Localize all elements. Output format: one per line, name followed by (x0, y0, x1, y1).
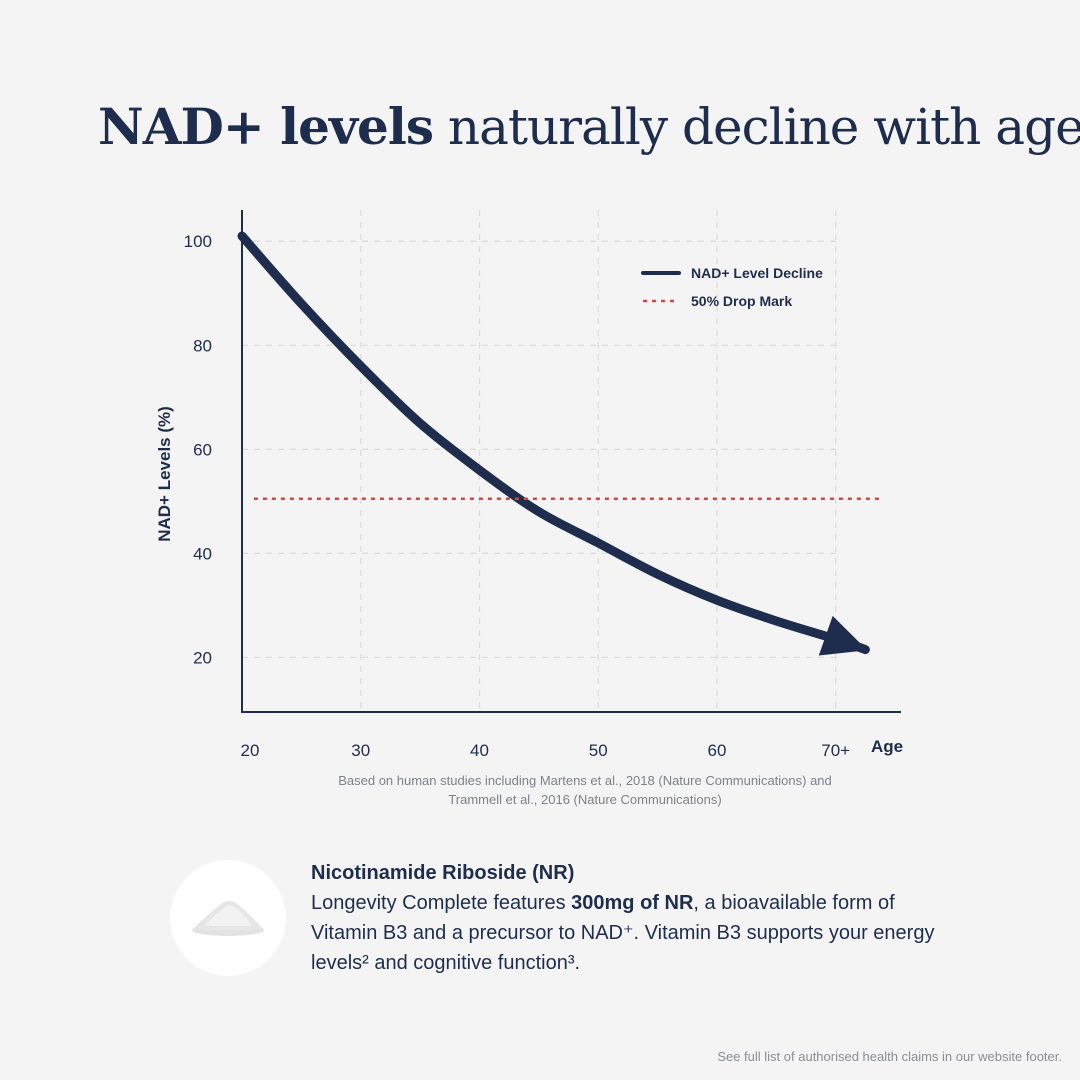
x-tick-label: 20 (241, 741, 260, 760)
y-tick-label: 80 (193, 336, 212, 355)
nr-powder-image (170, 860, 286, 976)
y-tick-label: 40 (193, 544, 212, 563)
x-axis-label: Age (871, 737, 903, 756)
page-title: NAD+ levels naturally decline with age (98, 92, 1080, 162)
product-text-before: Longevity Complete features (311, 892, 572, 914)
legend-label: NAD+ Level Decline (691, 265, 823, 281)
x-tick-label: 60 (707, 741, 726, 760)
product-title: Nicotinamide Riboside (NR) (311, 862, 575, 884)
y-tick-label: 20 (193, 648, 212, 667)
y-tick-label: 60 (193, 440, 212, 459)
headline-bold: NAD+ levels (98, 97, 434, 156)
x-tick-label: 40 (470, 741, 489, 760)
series-line-nad-decline (237, 231, 870, 656)
y-tick-label: 100 (184, 232, 212, 251)
product-description: Nicotinamide Riboside (NR) Longevity Com… (311, 858, 951, 978)
x-tick-label: 30 (351, 741, 370, 760)
footer-note: See full list of authorised health claim… (717, 1049, 1062, 1064)
product-text-highlight: 300mg of NR (571, 892, 694, 914)
source-caption: Based on human studies including Martens… (338, 773, 832, 807)
powder-pile-icon (192, 900, 264, 936)
y-axis-label: NAD+ Levels (%) (155, 406, 174, 542)
legend-label: 50% Drop Mark (691, 293, 792, 309)
x-tick-label: 50 (589, 741, 608, 760)
product-text-after: , a bioavailable form of Vitamin B3 and … (311, 892, 935, 974)
x-tick-label: 70+ (821, 741, 850, 760)
headline-rest: naturally decline with age (432, 98, 1080, 156)
